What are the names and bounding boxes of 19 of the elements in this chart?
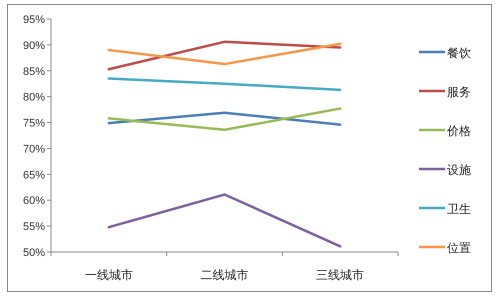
- y-tick-label: 70%: [22, 143, 46, 156]
- y-tick-label: 50%: [22, 247, 46, 259]
- y-tick-label: 85%: [22, 66, 46, 78]
- y-tick-label: 75%: [22, 118, 46, 130]
- legend-label: 设施: [447, 163, 471, 177]
- y-tick-label: 65%: [22, 169, 46, 182]
- legend-label: 位置: [447, 241, 471, 255]
- x-tick-label: 一线城市: [84, 268, 133, 282]
- legend-label: 卫生: [447, 202, 471, 216]
- legend-label: 价格: [446, 124, 471, 138]
- x-tick-label: 二线城市: [200, 268, 248, 282]
- y-tick-label: 95%: [22, 14, 46, 26]
- y-tick-label: 90%: [22, 40, 46, 52]
- x-tick-label: 三线城市: [316, 268, 364, 282]
- y-tick-label: 80%: [22, 92, 46, 104]
- y-tick-label: 60%: [22, 195, 46, 208]
- legend-label: 服务: [447, 85, 471, 99]
- y-tick-label: 55%: [22, 221, 46, 234]
- legend-label: 餐饮: [447, 46, 471, 60]
